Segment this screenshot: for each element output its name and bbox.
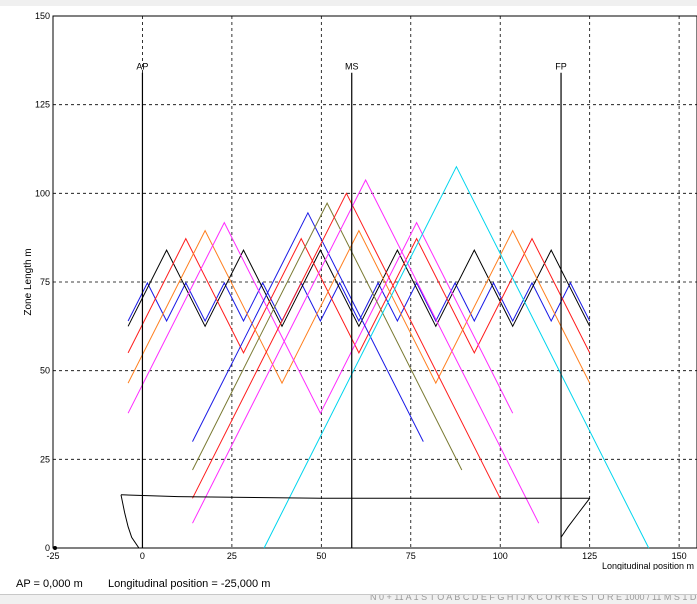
x-axis-label: Longitudinal position m	[602, 561, 694, 570]
x-tick-label: 25	[227, 551, 237, 561]
zone-lines-1	[127, 248, 591, 328]
zone-lines-6	[192, 201, 463, 471]
y-tick-label: 50	[40, 366, 50, 376]
zone-lines-8	[192, 178, 540, 524]
y-tick-label: 125	[35, 100, 50, 110]
zone-lines-9	[263, 165, 650, 549]
zone-lines-3	[127, 229, 591, 385]
x-tick-label: -25	[46, 551, 59, 561]
marker-label-fp: FP	[555, 62, 567, 72]
y-tick-label: 0	[45, 543, 50, 553]
x-tick-label: 75	[406, 551, 416, 561]
marker-label-ms: MS	[345, 62, 359, 72]
zone-lines-2	[127, 237, 591, 355]
x-tick-label: 100	[493, 551, 508, 561]
hull-deck-line	[120, 494, 590, 499]
ap-readout: AP = 0,000 m	[16, 578, 83, 590]
x-tick-label: 125	[582, 551, 597, 561]
footer-bar: N 0 + 11 A 1 S T O A B C D E F G H I J K…	[0, 594, 697, 604]
zone-lines-4	[127, 221, 514, 415]
y-tick-label: 150	[35, 11, 50, 21]
longitudinal-position-readout: Longitudinal position = -25,000 m	[108, 578, 271, 590]
zone-lines-5	[192, 211, 424, 442]
footer-text: N 0 + 11 A 1 S T O A B C D E F G H I J K…	[370, 594, 697, 602]
origin-marker	[53, 546, 57, 550]
chart-svg: -25 0 25 50 75 100 125 1500255075100125150Longi…	[23, 11, 697, 571]
y-axis-label: Zone Length m	[23, 248, 34, 315]
x-tick-label: 0	[140, 551, 145, 561]
y-tick-label: 25	[40, 454, 50, 464]
window-top-edge	[0, 0, 697, 6]
y-tick-label: 75	[40, 277, 50, 287]
y-tick-label: 100	[35, 188, 50, 198]
x-tick-label: 150	[672, 551, 687, 561]
status-bar: AP = 0,000 m Longitudinal position = -25…	[0, 574, 697, 594]
x-tick-label: 50	[316, 551, 326, 561]
marker-label-ap: AP	[136, 62, 148, 72]
